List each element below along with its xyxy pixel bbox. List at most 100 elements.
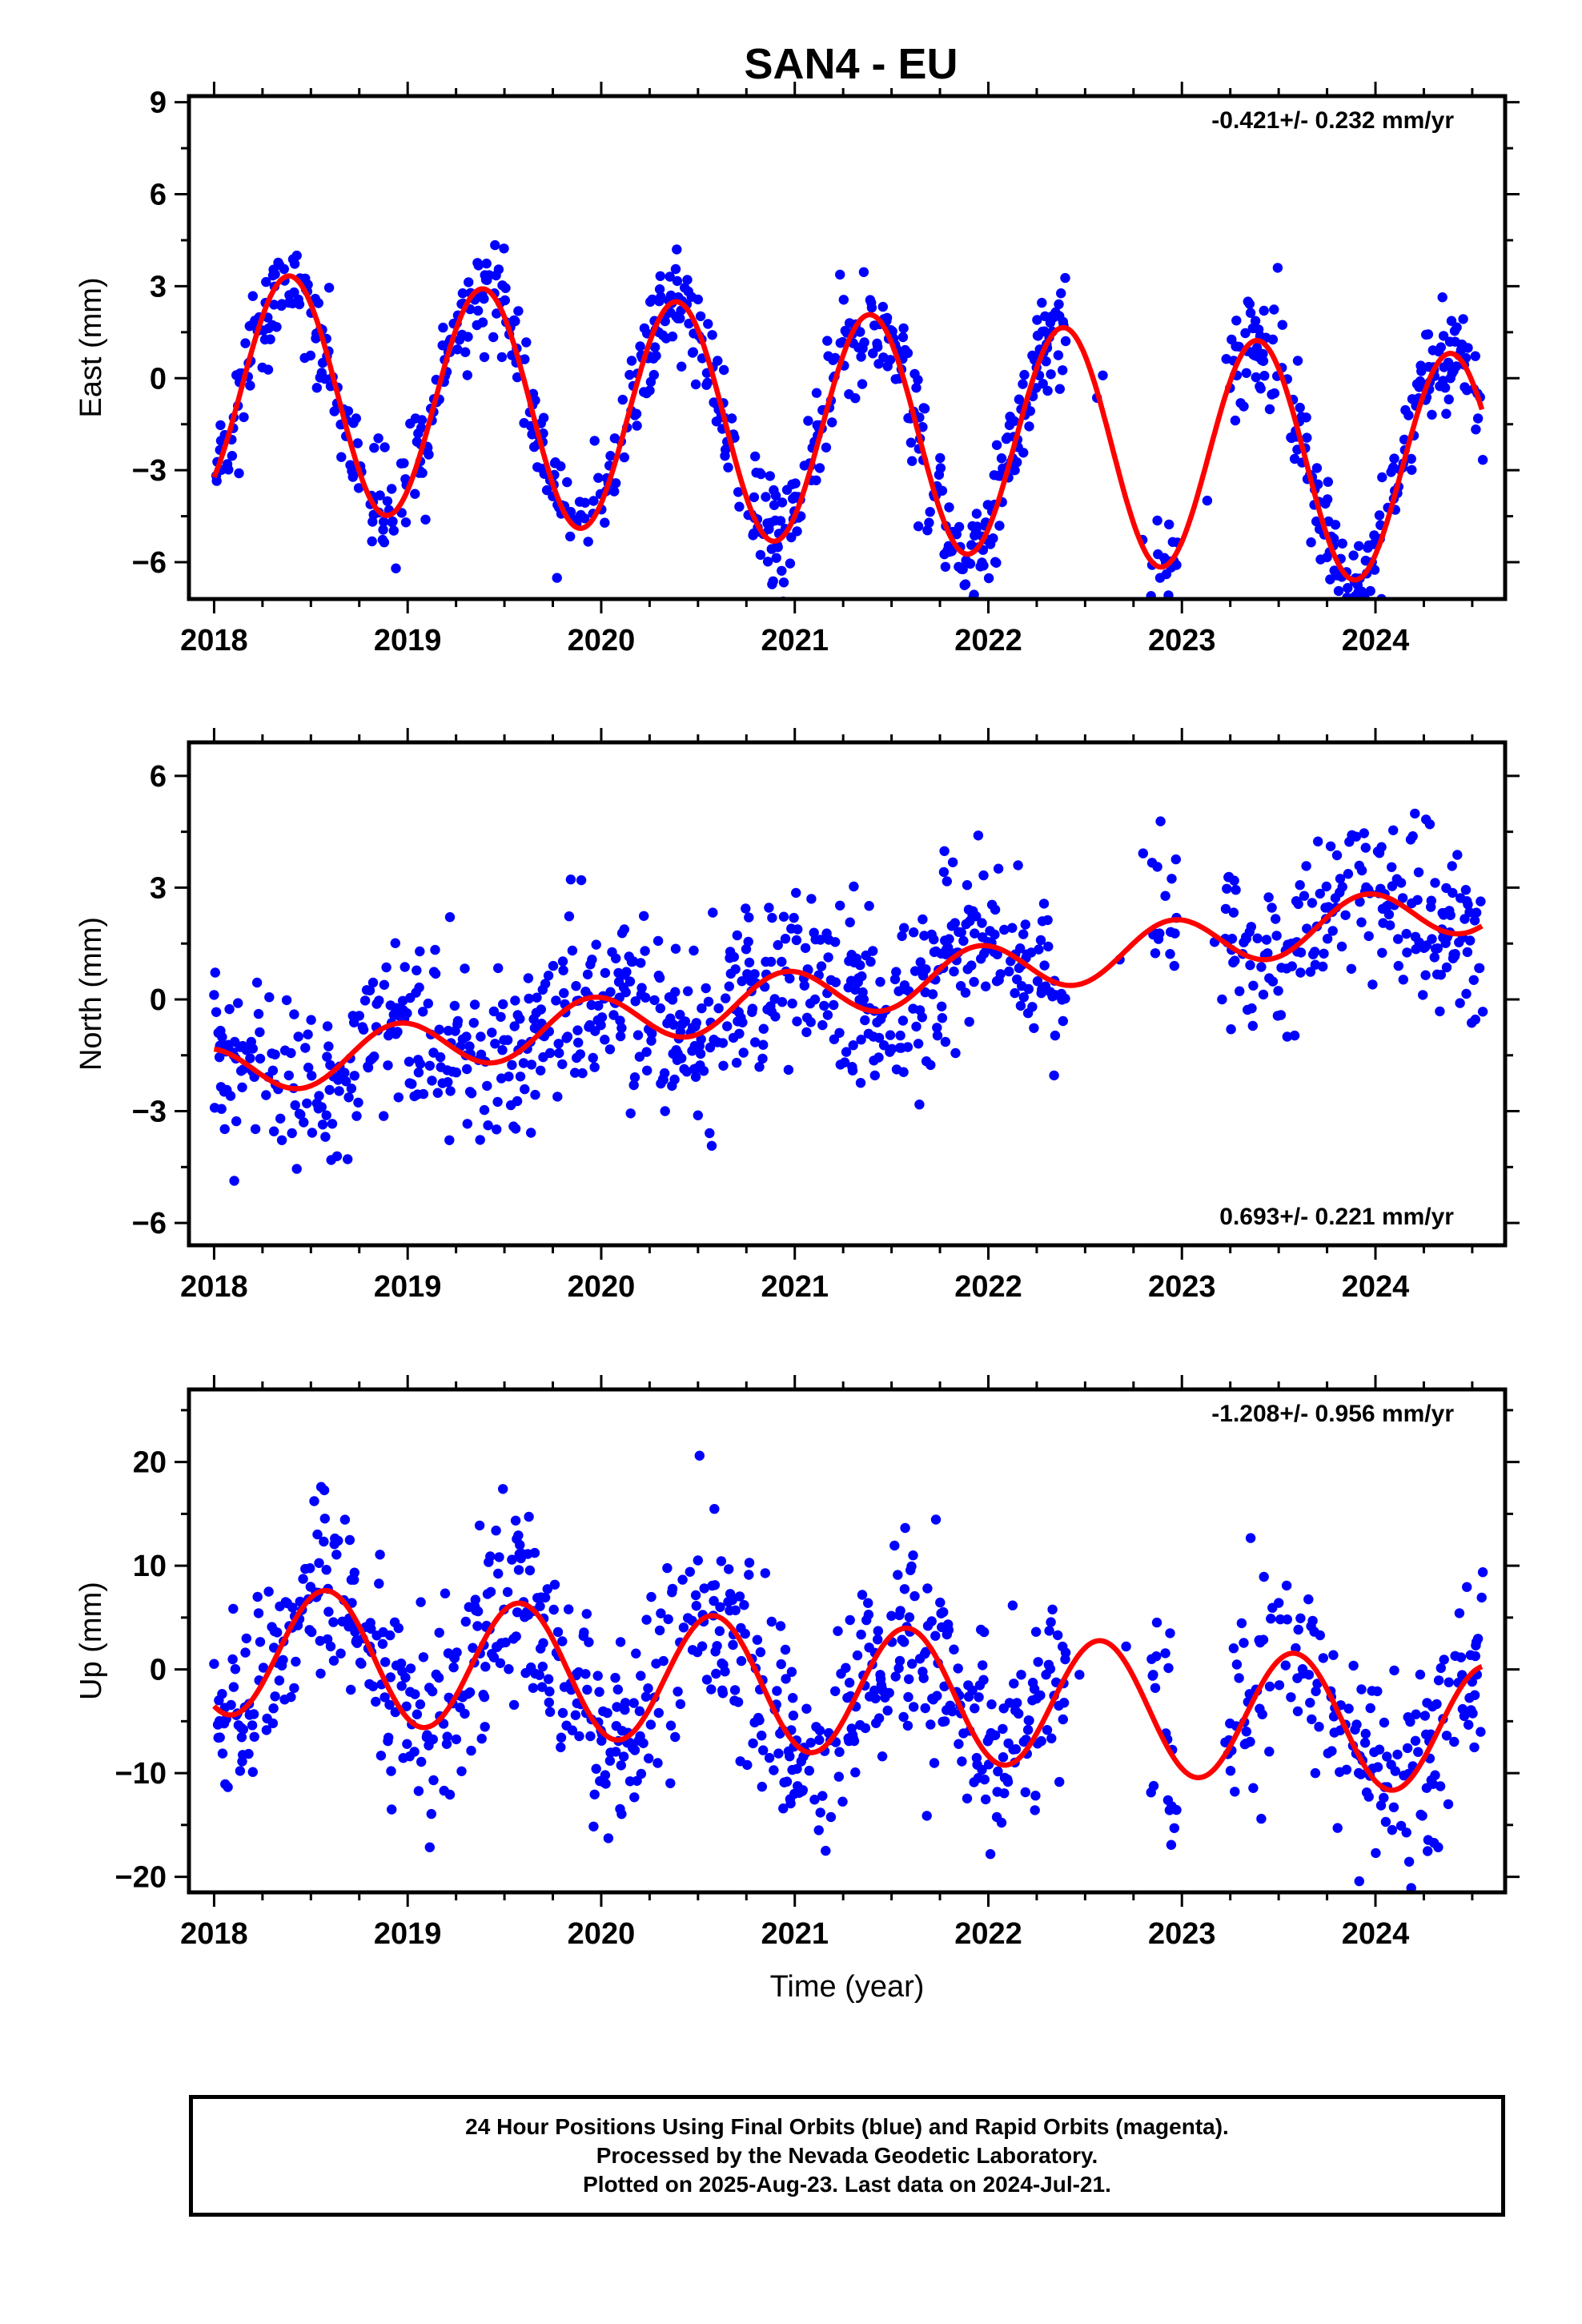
data-point	[730, 1605, 741, 1616]
data-point	[452, 1647, 462, 1658]
data-point	[523, 973, 534, 983]
data-point	[363, 1062, 374, 1073]
data-point	[410, 1689, 420, 1699]
data-point	[858, 994, 869, 1005]
data-point	[628, 956, 639, 967]
data-point	[682, 275, 693, 285]
data-point	[490, 1039, 500, 1049]
data-point	[474, 1520, 485, 1531]
data-point	[217, 1748, 228, 1759]
data-point	[1230, 415, 1241, 426]
data-point	[434, 1024, 444, 1035]
data-point	[898, 323, 909, 334]
data-point	[891, 967, 901, 977]
data-point	[932, 1691, 942, 1701]
data-point	[1247, 1020, 1259, 1031]
data-point	[722, 1021, 733, 1031]
data-point	[1307, 1714, 1317, 1725]
data-point	[565, 875, 576, 885]
data-point	[1220, 903, 1231, 915]
data-point	[1305, 967, 1316, 977]
data-point	[508, 1699, 520, 1711]
data-point	[1318, 1653, 1329, 1663]
data-point	[776, 1659, 786, 1670]
data-point	[1169, 960, 1180, 971]
data-point	[588, 1052, 598, 1063]
panel-east: 2018 2019 2020 2021 2022 2023 2024 −6 −3 0 3 6 9 East…	[74, 82, 1520, 657]
data-point	[920, 1703, 930, 1714]
data-point	[479, 1691, 490, 1703]
data-point	[935, 463, 946, 473]
data-point	[1263, 892, 1274, 903]
data-point	[415, 1059, 426, 1069]
data-point	[1013, 860, 1023, 870]
data-point	[548, 1604, 559, 1615]
data-point	[726, 413, 737, 424]
data-point	[386, 1766, 396, 1776]
data-point	[351, 1111, 362, 1121]
data-point	[1389, 1665, 1399, 1676]
data-point	[1154, 928, 1165, 939]
data-point	[669, 1019, 679, 1030]
data-point	[1039, 960, 1050, 971]
data-point	[1264, 1681, 1275, 1692]
data-point	[1044, 1626, 1054, 1636]
x-tick-label: 2023	[1148, 1270, 1216, 1304]
data-point	[589, 1062, 600, 1072]
data-point	[507, 1059, 517, 1071]
data-point	[1029, 1023, 1039, 1034]
data-point	[673, 1687, 683, 1697]
data-point	[263, 1586, 274, 1597]
data-point	[903, 1691, 913, 1703]
data-point	[985, 1849, 996, 1860]
data-point	[327, 1119, 338, 1129]
data-point	[1382, 1751, 1392, 1762]
data-point	[269, 1126, 279, 1136]
data-point	[494, 1552, 504, 1562]
data-point	[1248, 980, 1259, 991]
data-point	[1439, 383, 1451, 393]
data-point	[918, 1673, 929, 1683]
data-point	[919, 404, 930, 414]
data-point	[1258, 348, 1268, 360]
data-point	[1341, 1764, 1352, 1775]
footer-line-2: Processed by the Nevada Geodetic Laborat…	[596, 2143, 1098, 2168]
data-point	[654, 972, 665, 983]
data-point	[255, 1053, 266, 1064]
data-point	[329, 406, 339, 416]
data-point	[1231, 1659, 1243, 1670]
data-point	[1313, 836, 1323, 846]
data-point	[937, 1001, 947, 1012]
data-point	[775, 1621, 786, 1631]
data-point	[899, 1637, 909, 1647]
data-point	[873, 1052, 884, 1063]
data-point	[356, 1659, 367, 1669]
data-point	[1454, 1608, 1465, 1618]
data-point	[1259, 1571, 1269, 1582]
data-point	[924, 517, 934, 528]
footer-caption-box: 24 Hour Positions Using Final Orbits (bl…	[189, 2095, 1505, 2217]
y-tick-label: 3	[150, 871, 167, 905]
data-point	[769, 500, 780, 510]
data-point	[476, 1733, 487, 1744]
data-point	[1397, 893, 1408, 903]
data-point	[930, 1514, 942, 1525]
x-axis: 2018 2019 2020 2021 2022 2023 2024	[180, 1375, 1474, 1951]
data-point	[1148, 1780, 1159, 1791]
data-point	[632, 420, 642, 431]
data-point	[351, 413, 361, 424]
data-point	[325, 1641, 336, 1652]
data-point	[709, 1504, 720, 1514]
data-point	[659, 1068, 670, 1079]
data-point	[1337, 882, 1347, 892]
data-point	[1292, 1706, 1303, 1717]
data-point	[1331, 850, 1343, 861]
data-point	[611, 953, 621, 964]
y-tick-label: 20	[133, 1446, 167, 1480]
data-point	[383, 1732, 394, 1743]
data-point	[1343, 583, 1353, 593]
data-point	[518, 1058, 529, 1068]
data-point	[291, 1656, 301, 1667]
data-point	[1267, 334, 1279, 345]
data-point	[1229, 875, 1239, 886]
